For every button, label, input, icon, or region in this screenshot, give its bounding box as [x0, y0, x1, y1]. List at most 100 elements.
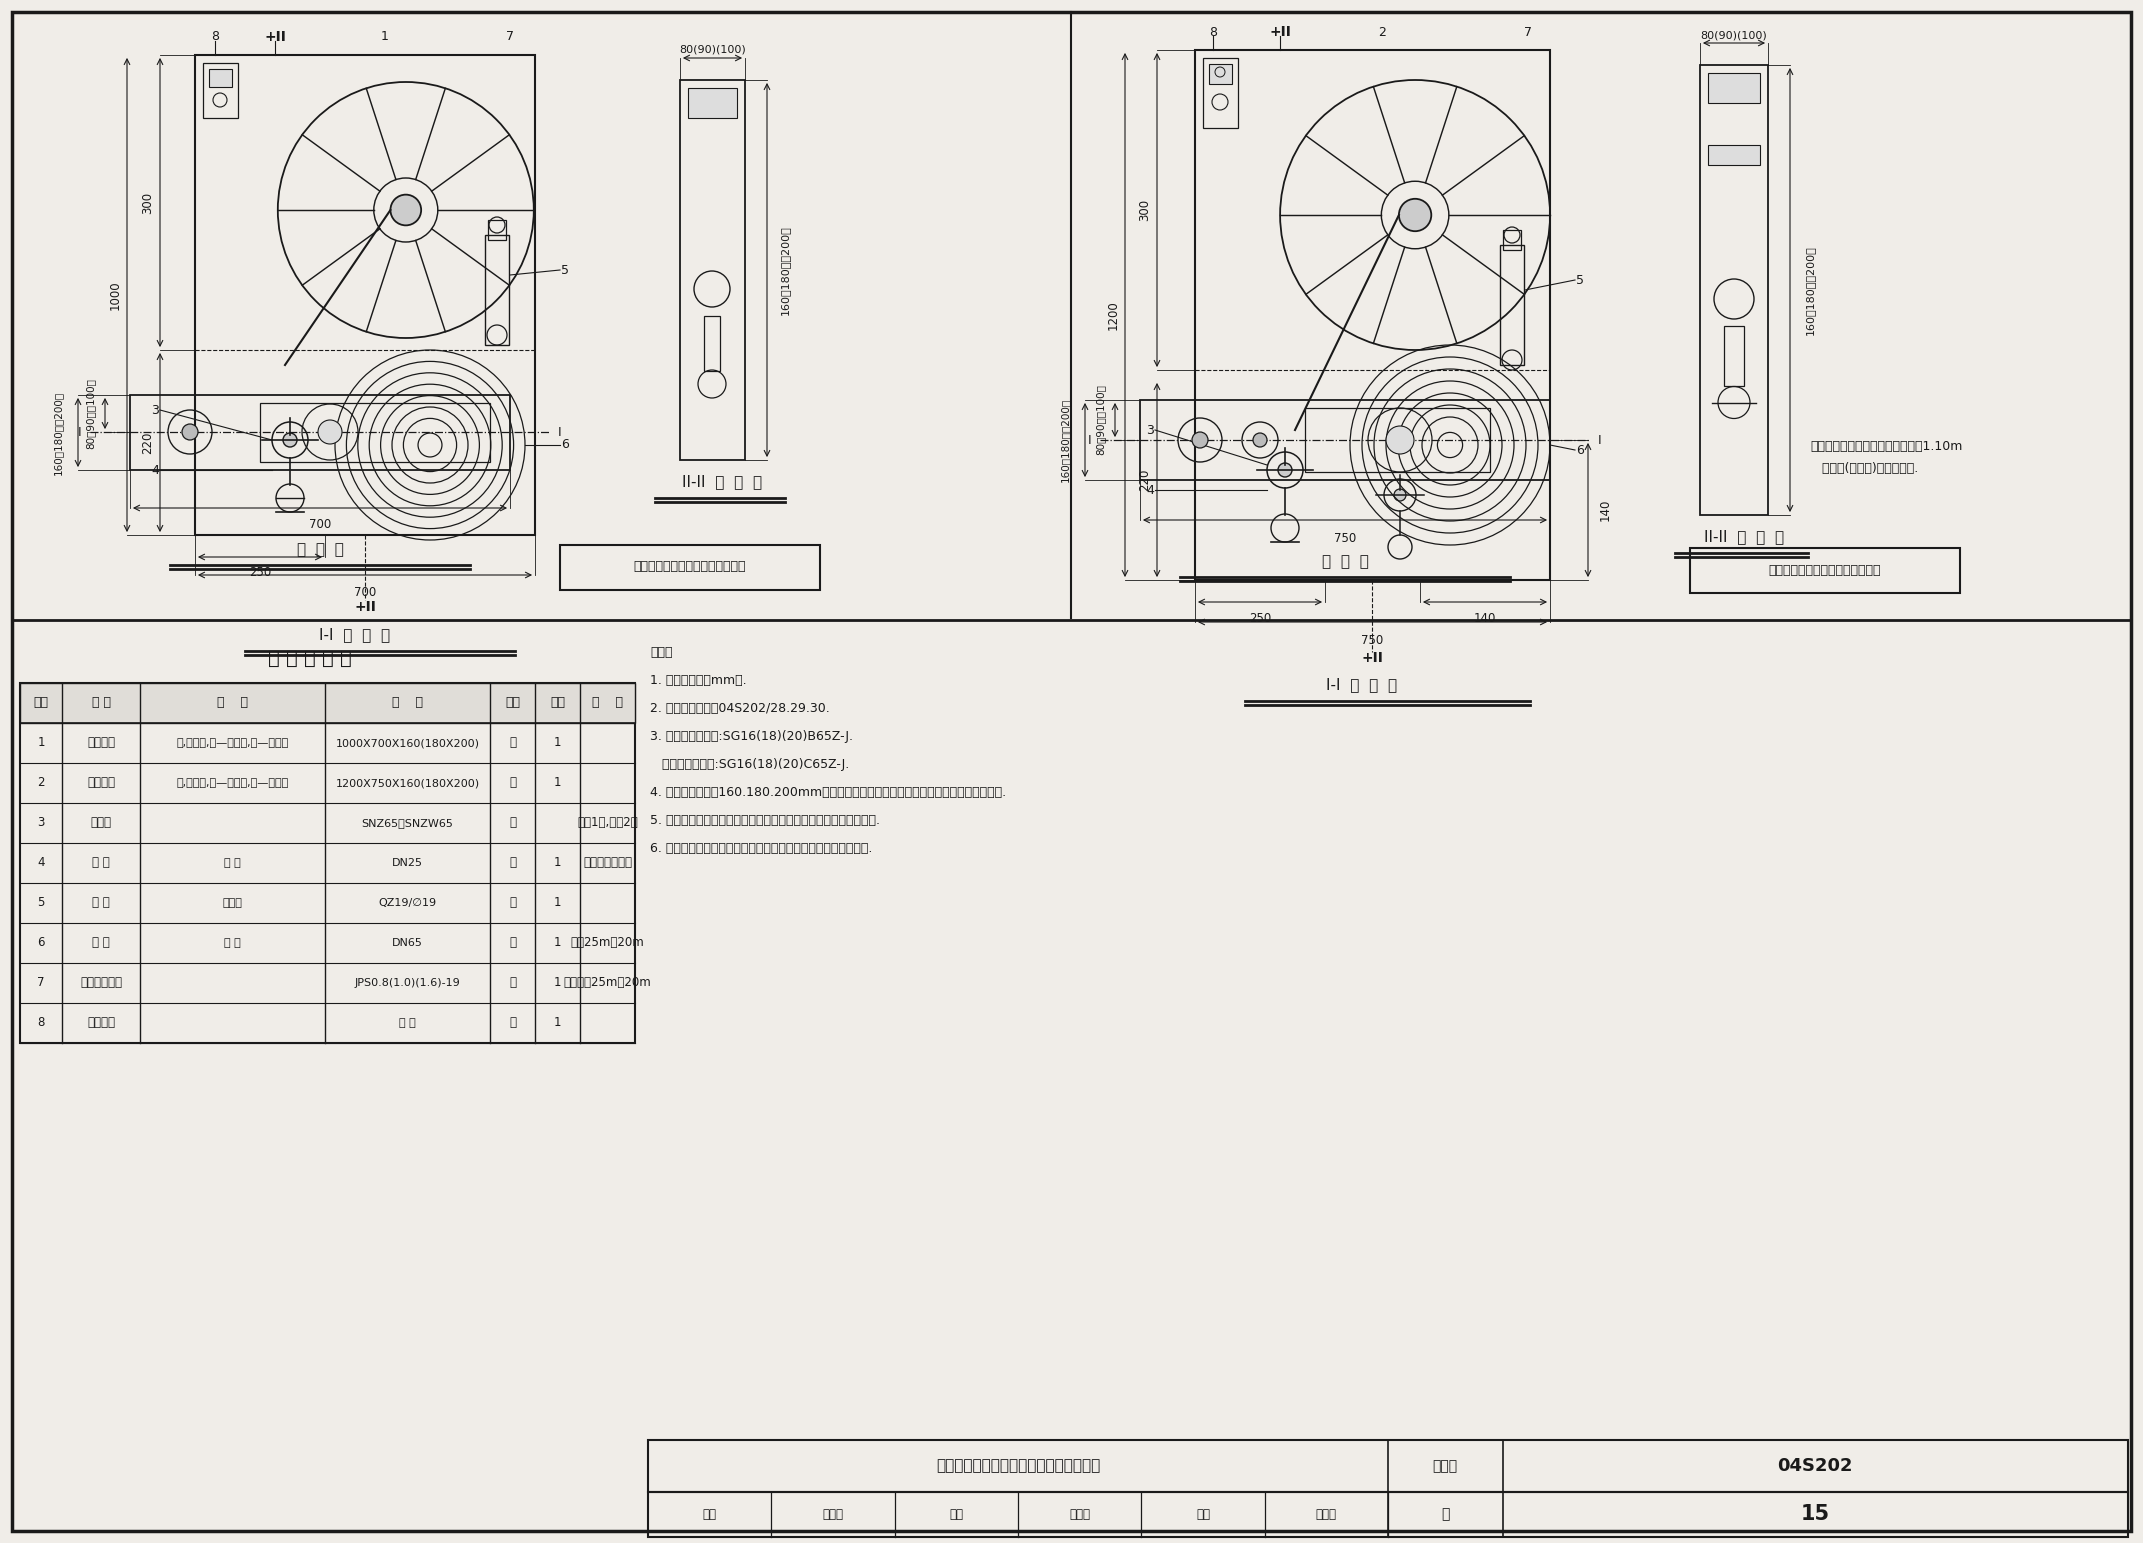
Text: 水 枪: 水 枪	[92, 896, 109, 909]
Text: 单栓1个,双栓2个: 单栓1个,双栓2个	[576, 816, 639, 830]
Circle shape	[1438, 432, 1464, 458]
Text: 250: 250	[1249, 611, 1271, 625]
Bar	[210, 69, 231, 86]
Text: 1000X700X160(180X200): 1000X700X160(180X200)	[336, 738, 480, 748]
Circle shape	[418, 434, 441, 457]
Circle shape	[390, 194, 422, 225]
Text: 设计: 设计	[1196, 1508, 1211, 1520]
Text: 注：本图栓箱栓口中心距地面高度1.10m: 注：本图栓箱栓口中心距地面高度1.10m	[1811, 440, 1963, 454]
Text: 薄型双栓带消防软管卷盘消火栓箱: 薄型双栓带消防软管卷盘消火栓箱	[1768, 563, 1882, 577]
Text: 8: 8	[36, 1017, 45, 1029]
Text: 审核: 审核	[703, 1508, 716, 1520]
Text: SNZ65或SNZW65: SNZ65或SNZW65	[362, 818, 454, 829]
Text: 8: 8	[1209, 26, 1217, 39]
Text: I: I	[1599, 434, 1601, 446]
Bar	[1699, 65, 1768, 515]
Text: 3. 薄型单栓箱型号:SG16(18)(20)B65Z-J.: 3. 薄型单栓箱型号:SG16(18)(20)B65Z-J.	[649, 730, 853, 744]
Circle shape	[317, 420, 343, 444]
Text: 以左侧(较低者)消火栓为准.: 以左侧(较低者)消火栓为准.	[1811, 461, 1918, 475]
Bar	[1209, 63, 1232, 83]
Text: 160〈180〉〈200〉: 160〈180〉〈200〉	[1061, 398, 1069, 481]
Text: 220: 220	[1138, 469, 1151, 491]
Text: 6. 本图根据北京海淀普惠机电技术开发公司提供的技术资料编制.: 6. 本图根据北京海淀普惠机电技术开发公司提供的技术资料编制.	[649, 842, 872, 855]
Text: 8: 8	[210, 31, 219, 43]
Text: 4: 4	[1147, 483, 1153, 497]
Text: 1: 1	[553, 977, 561, 989]
Text: 单位: 单位	[506, 696, 521, 710]
Bar	[484, 235, 510, 346]
Bar	[131, 395, 510, 471]
Text: 名 称: 名 称	[92, 696, 111, 710]
Text: 6: 6	[36, 937, 45, 949]
Bar	[1723, 326, 1744, 386]
Text: 5: 5	[561, 264, 570, 276]
Text: 4. 薄型栓箱体厚度160.180.200mm由设计人员根据暗装栓箱箱留洞位置墙体厚度区别选用.: 4. 薄型栓箱体厚度160.180.200mm由设计人员根据暗装栓箱箱留洞位置墙…	[649, 785, 1005, 799]
Text: 黄三百: 黄三百	[823, 1508, 844, 1520]
Text: +II: +II	[1361, 651, 1382, 665]
Text: 1: 1	[553, 856, 561, 870]
Text: 钢,钢烤漆,第—铝合金,第—不锈钢: 钢,钢烤漆,第—铝合金,第—不锈钢	[176, 738, 289, 748]
Text: 钢,钢烤漆,第—铝合金,第—不锈钢: 钢,钢烤漆,第—铝合金,第—不锈钢	[176, 778, 289, 788]
Bar	[1500, 245, 1524, 366]
Text: 备    注: 备 注	[591, 696, 624, 710]
Text: 80(90)(100): 80(90)(100)	[1702, 29, 1768, 40]
Text: 750: 750	[1333, 531, 1357, 545]
Text: 140: 140	[1599, 498, 1612, 522]
Text: 160〈180〉〈200〉: 160〈180〉〈200〉	[54, 390, 62, 475]
Text: 5: 5	[36, 896, 45, 909]
Text: 与卷盘配套供应: 与卷盘配套供应	[583, 856, 632, 870]
Text: 7: 7	[1524, 26, 1532, 39]
Text: 5. 双栓箱内只配置一条水龙带和水枪，另一条由专业消防人员携带.: 5. 双栓箱内只配置一条水龙带和水枪，另一条由专业消防人员携带.	[649, 815, 881, 827]
Bar	[1196, 49, 1549, 580]
Text: 消火栓箱: 消火栓箱	[88, 736, 116, 750]
Bar	[19, 684, 634, 724]
Text: +II: +II	[264, 29, 285, 45]
Circle shape	[182, 424, 197, 440]
Text: 长度25m或20m: 长度25m或20m	[570, 937, 645, 949]
Text: 平  面  图: 平 面 图	[296, 543, 343, 557]
Text: 5: 5	[1575, 273, 1584, 287]
Circle shape	[283, 434, 298, 447]
Text: 薄型单栓带消防软管卷盘消火栓箱: 薄型单栓带消防软管卷盘消火栓箱	[634, 560, 746, 574]
Circle shape	[1399, 199, 1432, 231]
Text: 个: 个	[510, 776, 516, 790]
Bar	[204, 63, 238, 117]
Text: 4: 4	[36, 856, 45, 870]
Bar	[1140, 400, 1549, 480]
Bar	[1305, 407, 1489, 472]
Text: QZ19/∅19: QZ19/∅19	[379, 898, 437, 907]
Bar	[1708, 145, 1759, 165]
Text: 成 品: 成 品	[399, 1018, 416, 1028]
Text: 1: 1	[553, 1017, 561, 1029]
Text: 支: 支	[510, 896, 516, 909]
Text: 个: 个	[510, 856, 516, 870]
Text: 220: 220	[141, 432, 154, 454]
Bar	[647, 1440, 2128, 1492]
Text: 薄型双栓箱型号:SG16(18)(20)C65Z-J.: 薄型双栓箱型号:SG16(18)(20)C65Z-J.	[649, 758, 849, 772]
Text: 3: 3	[150, 404, 159, 417]
Bar	[259, 403, 491, 461]
Text: 个: 个	[510, 736, 516, 750]
Text: 薄型单栓、双栓带消防软管卷盘消火栓箱: 薄型单栓、双栓带消防软管卷盘消火栓箱	[936, 1458, 1099, 1474]
Text: 300: 300	[1138, 199, 1151, 221]
Text: 赵以宁: 赵以宁	[1069, 1508, 1091, 1520]
Text: 1: 1	[381, 31, 388, 43]
Text: 1: 1	[553, 937, 561, 949]
Text: 2. 消火栓箱安装见04S202/28.29.30.: 2. 消火栓箱安装见04S202/28.29.30.	[649, 702, 829, 714]
Text: 水 带: 水 带	[92, 937, 109, 949]
Text: II-II  剖  面  图: II-II 剖 面 图	[681, 475, 763, 489]
Text: DN25: DN25	[392, 858, 422, 869]
Text: I: I	[1089, 434, 1091, 446]
Circle shape	[1192, 432, 1209, 447]
Text: 3: 3	[36, 816, 45, 830]
Text: 750: 750	[1361, 634, 1384, 647]
Text: 7: 7	[36, 977, 45, 989]
Bar	[679, 80, 746, 460]
Bar	[1691, 548, 1961, 593]
Bar	[195, 56, 536, 535]
Text: 80〈90〉〈100〉: 80〈90〉〈100〉	[86, 378, 94, 449]
Text: 材    质: 材 质	[216, 696, 249, 710]
Text: I-I  剖  面  图: I-I 剖 面 图	[319, 628, 390, 642]
Bar	[489, 221, 506, 241]
Text: 1. 本图尺寸均以mm计.: 1. 本图尺寸均以mm计.	[649, 674, 746, 687]
